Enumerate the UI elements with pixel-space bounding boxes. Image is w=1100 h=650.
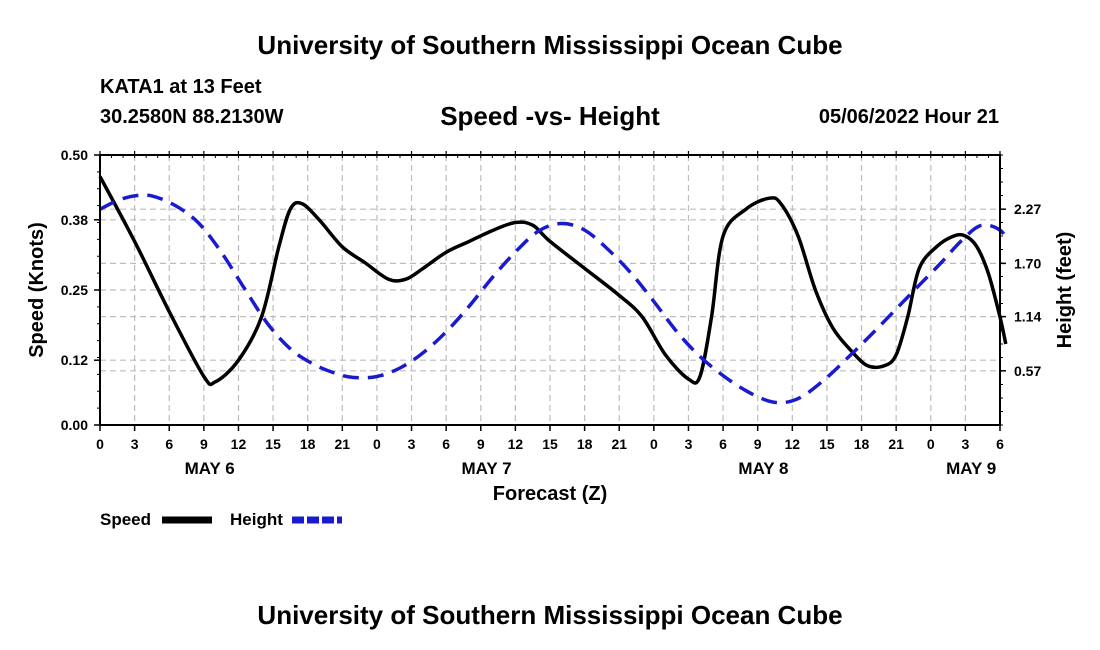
y-tick-label: 0.38 [61,212,88,228]
x-tick-label: 9 [477,436,485,452]
x-tick-label: 15 [542,436,558,452]
date-label: MAY 9 [946,459,996,478]
station-coordinates: 30.2580N 88.2130W [100,106,284,128]
axes: 0 3 6 9 12 15 18 21 0 3 6 9 12 15 18 21 0 3 6 9 12 15 18 21 0 3 6 0… [61,147,1042,478]
chart-title: Speed -vs- Height [440,101,660,131]
y-tick-label: 0.00 [61,417,88,433]
series-speed-line [98,175,1008,387]
x-tick-label: 3 [131,436,139,452]
y2-tick-label: 2.27 [1014,201,1041,217]
x-tick-label: 6 [996,436,1004,452]
y2-tick-label: 0.57 [1014,363,1041,379]
legend-speed-label: Speed [100,510,151,529]
x-tick-label: 12 [508,436,524,452]
x-tick-label: 0 [96,436,104,452]
main-title: University of Southern Mississippi Ocean… [257,30,843,60]
date-label: MAY 8 [738,459,788,478]
x-tick-label: 9 [200,436,208,452]
x-tick-label: 3 [961,436,969,452]
x-tick-label: 21 [888,436,904,452]
footer-title: University of Southern Mississippi Ocean… [257,600,843,630]
y2-tick-label: 1.70 [1014,255,1041,271]
date-label: MAY 7 [461,459,511,478]
x-axis-title: Forecast (Z) [493,483,607,505]
x-tick-label: 12 [231,436,247,452]
x-tick-label: 6 [719,436,727,452]
x-tick-label: 15 [819,436,835,452]
x-tick-label: 0 [927,436,935,452]
x-tick-label: 0 [650,436,658,452]
x-tick-label: 12 [785,436,801,452]
legend-height-label: Height [230,510,283,529]
x-tick-label: 18 [854,436,870,452]
x-tick-label: 6 [442,436,450,452]
series-layer [98,175,1008,405]
legend: Speed Height [100,510,342,529]
y2-axis-title: Height (feet) [1054,232,1076,349]
x-tick-label: 3 [408,436,416,452]
y-tick-label: 0.12 [61,352,88,368]
y-tick-label: 0.25 [61,282,88,298]
grid [100,155,1000,425]
x-tick-label: 9 [754,436,762,452]
series-height-line [99,193,1008,405]
y-axis-title: Speed (Knots) [26,222,48,358]
x-tick-label: 18 [577,436,593,452]
x-tick-label: 21 [335,436,351,452]
x-tick-label: 3 [685,436,693,452]
forecast-timestamp: 05/06/2022 Hour 21 [818,106,999,128]
x-tick-label: 15 [265,436,281,452]
y-tick-label: 0.50 [61,147,88,163]
speed-height-chart: 0 3 6 9 12 15 18 21 0 3 6 9 12 15 18 21 0 3 6 9 12 15 18 21 0 3 6 0… [26,147,1076,529]
y2-tick-label: 1.14 [1014,309,1041,325]
x-tick-label: 6 [165,436,173,452]
x-tick-label: 18 [300,436,316,452]
x-tick-label: 0 [373,436,381,452]
date-label: MAY 6 [185,459,235,478]
x-tick-label: 21 [611,436,627,452]
station-name: KATA1 at 13 Feet [100,76,262,98]
